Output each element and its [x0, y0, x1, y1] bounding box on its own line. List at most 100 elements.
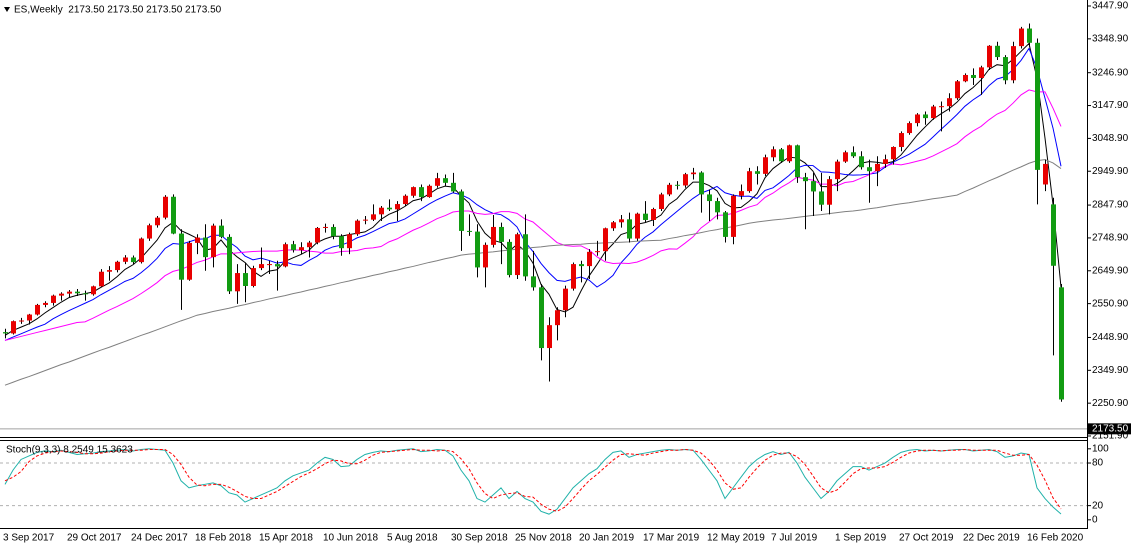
- candle-body: [979, 67, 984, 78]
- candle-body: [203, 237, 208, 258]
- candle-body: [987, 45, 992, 68]
- candle-body: [219, 225, 224, 237]
- candle-body: [659, 194, 664, 210]
- candle-body: [739, 191, 744, 196]
- candle-body: [123, 257, 128, 262]
- candle-body: [971, 74, 976, 78]
- candle-body: [11, 321, 16, 334]
- y-tick-label: 2250.90: [1092, 398, 1129, 409]
- candle-body: [211, 225, 216, 258]
- candle-body: [91, 286, 96, 295]
- x-tick-label: 24 Dec 2017: [131, 533, 188, 544]
- y-tick-label: 3348.90: [1092, 33, 1129, 44]
- x-tick-label: 30 Sep 2018: [451, 533, 508, 544]
- candle-body: [747, 171, 752, 192]
- candle-body: [475, 231, 480, 268]
- candle-body: [867, 167, 872, 172]
- candle-body: [619, 219, 624, 223]
- candle-body: [779, 149, 784, 162]
- candle-body: [963, 74, 968, 82]
- candle-body: [467, 230, 472, 232]
- candle-body: [803, 177, 808, 182]
- candle-body: [491, 226, 496, 245]
- candle-body: [1027, 28, 1032, 43]
- candle-body: [75, 291, 80, 294]
- candle-body: [195, 237, 200, 243]
- candle-body: [227, 236, 232, 292]
- candle-body: [907, 123, 912, 134]
- candle-body: [939, 106, 944, 108]
- candle-body: [403, 195, 408, 205]
- x-tick-label: 22 Dec 2019: [963, 533, 1020, 544]
- candle-body: [635, 213, 640, 239]
- x-tick-label: 15 Apr 2018: [259, 533, 313, 544]
- candle-body: [1011, 46, 1016, 81]
- candle-body: [555, 310, 560, 326]
- candle-body: [787, 145, 792, 162]
- x-tick-label: 20 Jan 2019: [579, 533, 634, 544]
- candle-body: [339, 236, 344, 249]
- candle-body: [259, 264, 264, 269]
- candle-body: [443, 178, 448, 183]
- y-tick-label: 2847.90: [1092, 200, 1129, 211]
- candle-body: [755, 171, 760, 174]
- candle-body: [827, 179, 832, 205]
- candle-body: [683, 174, 688, 186]
- candle-body: [875, 163, 880, 172]
- candle-body: [947, 98, 952, 107]
- y-tick-label: 2649.90: [1092, 265, 1129, 276]
- candle-body: [331, 226, 336, 237]
- x-tick-label: 5 Aug 2018: [387, 533, 438, 544]
- y-tick-label: 3246.90: [1092, 67, 1129, 78]
- candle-body: [1035, 42, 1040, 170]
- candle-body: [459, 191, 464, 231]
- candle-body: [891, 146, 896, 160]
- candle-body: [595, 251, 600, 253]
- candle-body: [795, 145, 800, 178]
- collapse-icon[interactable]: [4, 7, 10, 12]
- indicator-title: Stoch(9,3,3) 8.2549 15.3623: [6, 445, 133, 456]
- candle-body: [83, 293, 88, 295]
- candle-body: [411, 187, 416, 196]
- candle-body: [603, 228, 608, 252]
- candle-body: [283, 244, 288, 267]
- candle-body: [523, 234, 528, 277]
- candle-body: [515, 234, 520, 276]
- candle-body: [187, 242, 192, 280]
- candle-body: [883, 159, 888, 164]
- x-tick-label: 17 Mar 2019: [643, 533, 700, 544]
- x-tick-label: 18 Feb 2018: [195, 533, 252, 544]
- candle-body: [363, 219, 368, 221]
- candle-body: [763, 157, 768, 174]
- candle-body: [499, 226, 504, 242]
- candle-body: [243, 273, 248, 287]
- candle-body: [675, 184, 680, 186]
- y-tick-label: 0: [1092, 514, 1098, 525]
- candle-body: [691, 172, 696, 175]
- x-tick-label: 10 Jun 2018: [323, 533, 378, 544]
- x-tick-label: 27 Oct 2019: [899, 533, 954, 544]
- x-tick-label: 25 Nov 2018: [515, 533, 572, 544]
- candle-body: [427, 185, 432, 198]
- candle-body: [347, 234, 352, 249]
- candle-body: [715, 201, 720, 213]
- candle-body: [43, 302, 48, 305]
- candle-body: [251, 268, 256, 287]
- x-tick-label: 1 Sep 2019: [835, 533, 887, 544]
- candle-body: [1003, 57, 1008, 81]
- candle-body: [627, 219, 632, 239]
- y-tick-label: 20: [1092, 500, 1104, 511]
- candle-body: [859, 156, 864, 168]
- candle-body: [587, 251, 592, 267]
- candle-body: [147, 225, 152, 239]
- candle-body: [851, 152, 856, 157]
- y-tick-label: 2448.90: [1092, 332, 1129, 343]
- candle-body: [571, 264, 576, 289]
- y-tick-label: 100: [1092, 443, 1109, 454]
- candle-body: [51, 295, 56, 303]
- y-tick-label: 2151.90: [1092, 431, 1129, 442]
- candle-body: [235, 273, 240, 292]
- x-tick-label: 12 May 2019: [707, 533, 765, 544]
- candle-body: [275, 264, 280, 267]
